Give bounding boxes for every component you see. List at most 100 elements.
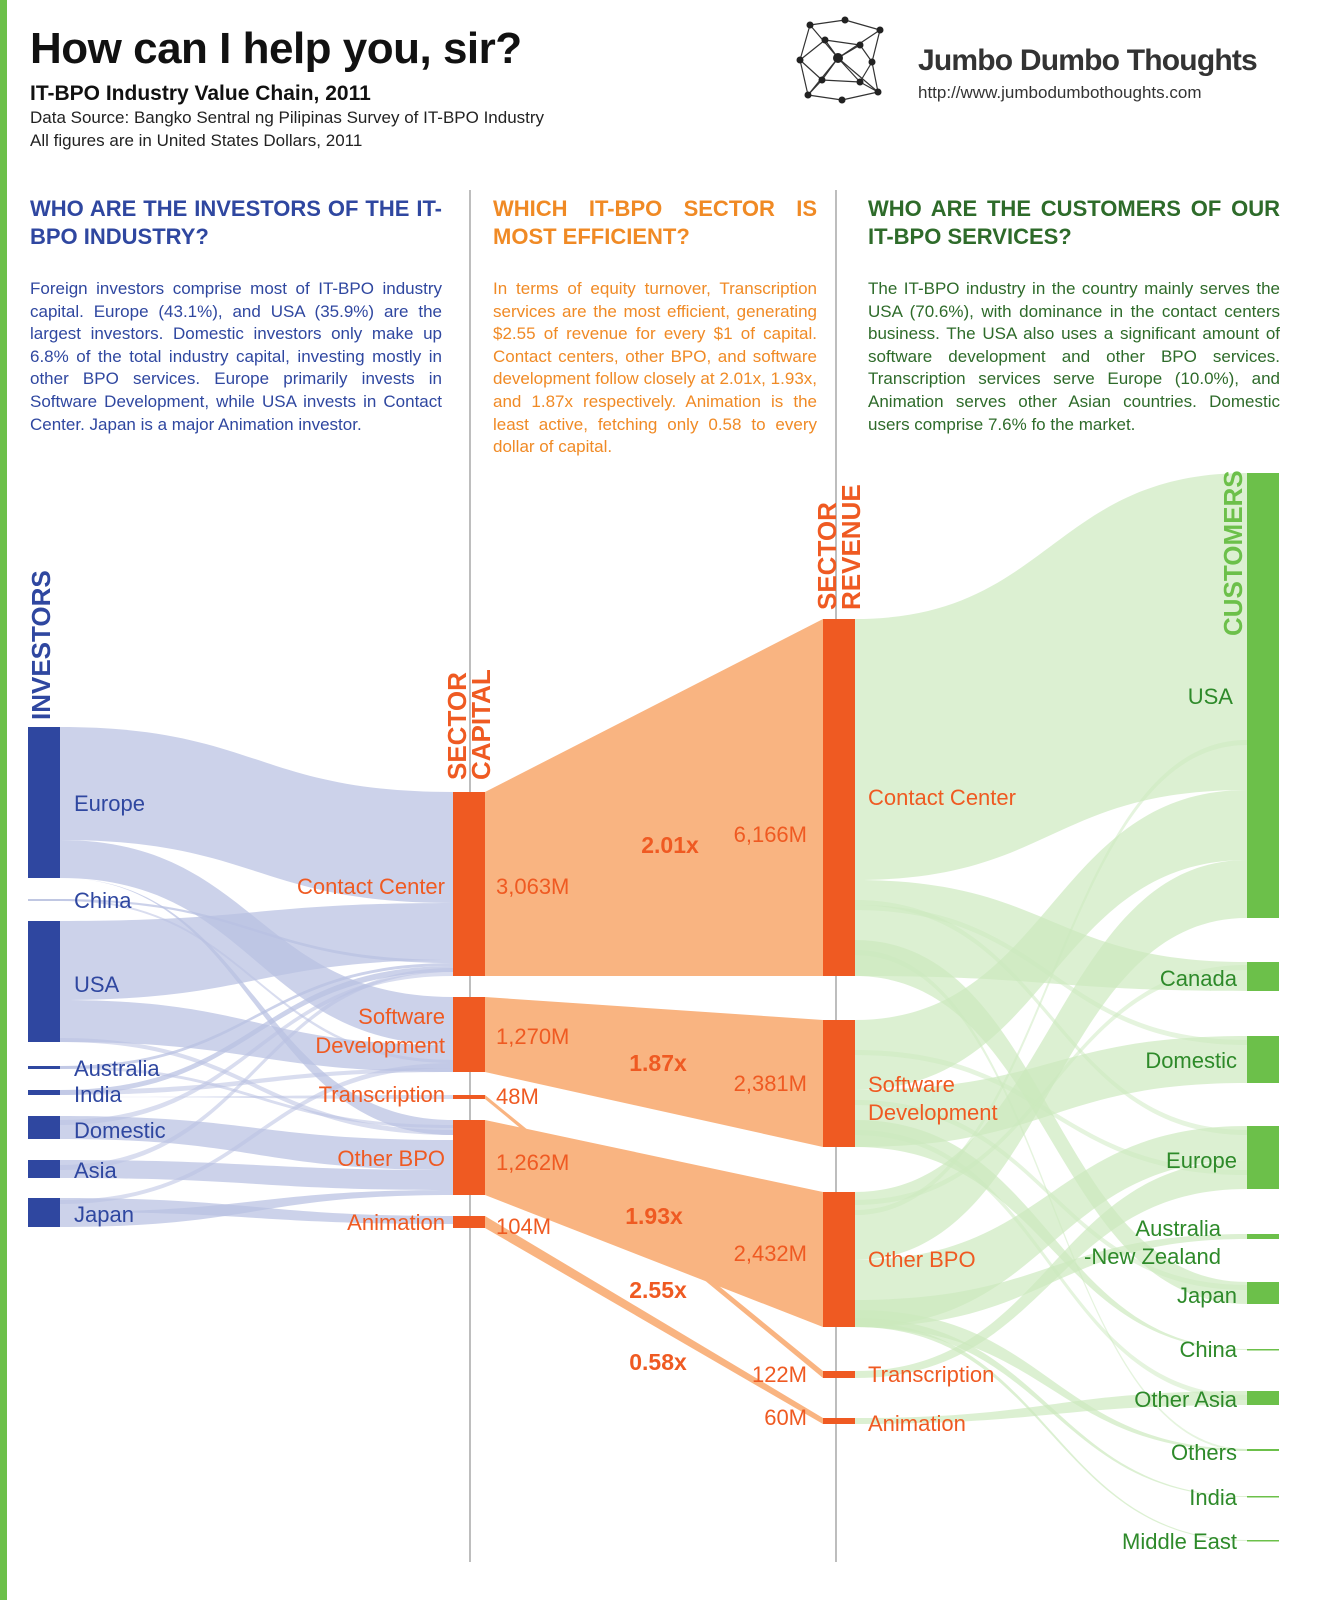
capital-sector-label-contact-center: Contact Center [297, 874, 445, 899]
revenue-axis-label: REVENUE [836, 484, 866, 610]
investor-strand-3 [60, 1068, 453, 1095]
customer-bar-canada [1247, 962, 1279, 991]
customer-flow-11 [855, 1310, 1247, 1451]
customer-bar-europe [1247, 1126, 1279, 1189]
customer-bar-australia-new-zealand [1247, 1234, 1279, 1239]
revenue-sector-label-transcription: Transcription [868, 1362, 994, 1387]
investor-bar-europe [28, 727, 60, 878]
investors-axis-label: INVESTORS [26, 570, 56, 720]
capital-value-animation: 104M [496, 1214, 551, 1239]
investor-label-europe: Europe [74, 791, 145, 816]
customer-bar-japan [1247, 1282, 1279, 1304]
investor-label-australia: Australia [74, 1056, 160, 1081]
turnover-transcription: 2.55x [629, 1277, 687, 1303]
revenue-value-software-development: 2,381M [734, 1071, 807, 1096]
logo-node-3 [796, 56, 804, 64]
logo-link-7 [871, 29, 881, 63]
logo-link-2 [799, 24, 811, 61]
customer-bar-china [1247, 1349, 1279, 1351]
logo-node-11 [818, 76, 826, 84]
logo-node-10 [856, 41, 864, 49]
capital-sector-label-animation: Animation [347, 1210, 445, 1235]
investor-bar-india [28, 1090, 60, 1095]
customer-label-other-asia: Other Asia [1134, 1387, 1237, 1412]
revenue-bar-transcription [823, 1371, 855, 1378]
investor-flow-5 [60, 1116, 453, 1170]
capital-sector-label-software-development: Software [358, 1004, 445, 1029]
sector-flow-other-bpo [485, 1120, 823, 1327]
customer-flow-0 [855, 473, 1247, 880]
investor-bar-japan [28, 1198, 60, 1227]
accent-bar [0, 0, 7, 1600]
logo-link-21 [837, 57, 879, 93]
logo-link-4 [807, 94, 843, 101]
customer-label-india: India [1189, 1485, 1237, 1510]
investor-strand-6 [60, 1063, 453, 1204]
investor-bar-australia [28, 1066, 60, 1069]
sectors-text: In terms of equity turnover, Transcripti… [493, 279, 817, 457]
logo-node-8 [874, 88, 882, 96]
logo-link-23 [859, 61, 873, 83]
customer-bar-middle-east [1247, 1540, 1279, 1542]
customer-label-europe: Europe [1166, 1148, 1237, 1173]
customer-flow-9 [855, 1234, 1247, 1327]
capital-sector-label-transcription: Transcription [319, 1082, 445, 1107]
capital-bar-transcription [453, 1095, 485, 1099]
customer-flow-13 [855, 1322, 1247, 1541]
customer-label-australia-new-zealand: Australia [1135, 1216, 1221, 1241]
page-subtitle: IT-BPO Industry Value Chain, 2011 [30, 82, 371, 105]
logo-link-1 [844, 19, 881, 31]
turnover-contact-center: 2.01x [641, 832, 699, 858]
investor-label-domestic: Domestic [74, 1118, 166, 1143]
investor-strand-1 [60, 899, 453, 1063]
customer-label-domestic: Domestic [1145, 1048, 1237, 1073]
investor-strand-7 [60, 1038, 453, 1135]
customer-label-usa: USA [1188, 684, 1234, 709]
data-source: Data Source: Bangko Sentral ng Pilipinas… [30, 108, 545, 127]
customer-strand-6 [855, 740, 1247, 1215]
revenue-sector-label-other-bpo: Other BPO [868, 1247, 976, 1272]
investor-strand-5 [60, 972, 453, 1125]
currency-note: All figures are in United States Dollars… [30, 131, 363, 150]
investor-bar-usa [28, 921, 60, 1042]
logo-node-12 [856, 78, 864, 86]
investors-text: Foreign investors comprise most of IT-BP… [30, 279, 442, 434]
investors-heading: WHO ARE THE INVESTORS OF THE IT-BPO INDU… [30, 196, 442, 249]
logo-node-7 [838, 96, 846, 104]
investor-flow-8 [60, 1190, 453, 1227]
revenue-sector-label-contact-center: Contact Center [868, 785, 1016, 810]
revenue-bar-software-development [823, 1020, 855, 1147]
logo-link-3 [799, 59, 809, 96]
revenue-axis-label: SECTOR [812, 502, 842, 610]
network-logo-icon [796, 16, 884, 104]
capital-bar-software-development [453, 997, 485, 1072]
investor-flow-6 [60, 1160, 453, 1190]
capital-value-software-development: 1,270M [496, 1024, 569, 1049]
revenue-value-other-bpo: 2,432M [734, 1241, 807, 1266]
capital-bar-other-bpo [453, 1120, 485, 1195]
customer-strand-0 [855, 900, 1247, 1135]
customers-text: The IT-BPO industry in the country mainl… [868, 279, 1280, 434]
customer-bar-domestic [1247, 1036, 1279, 1083]
customer-flow-8 [855, 940, 1247, 1304]
logo-node-6 [804, 91, 812, 99]
investor-label-asia: Asia [74, 1158, 118, 1183]
investor-flow-4 [60, 878, 453, 1135]
turnover-animation: 0.58x [629, 1349, 687, 1375]
customers-heading: WHO ARE THE CUSTOMERS OF OUR IT-BPO SERV… [868, 196, 1280, 249]
customer-strand-3 [855, 965, 1247, 1205]
investor-label-japan: Japan [74, 1202, 134, 1227]
customer-label-canada: Canada [1160, 966, 1238, 991]
revenue-bar-other-bpo [823, 1192, 855, 1327]
customer-bar-others [1247, 1449, 1279, 1451]
logo-node-0 [806, 21, 814, 29]
logo-link-11 [821, 79, 861, 83]
capital-value-transcription: 48M [496, 1084, 539, 1109]
capital-value-other-bpo: 1,262M [496, 1150, 569, 1175]
investor-flow-9 [60, 899, 453, 963]
logo-node-5 [868, 58, 876, 66]
investor-flow-3 [60, 1000, 453, 1072]
revenue-value-transcription: 122M [752, 1362, 807, 1387]
page-title: How can I help you, sir? [30, 24, 522, 73]
customer-flow-12 [855, 1318, 1247, 1497]
